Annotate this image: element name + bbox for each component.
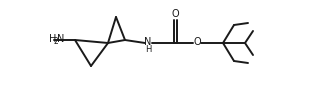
Text: N: N [144, 37, 152, 47]
Text: O: O [193, 37, 201, 47]
Text: H: H [145, 44, 151, 53]
Text: O: O [171, 9, 179, 19]
Text: H: H [49, 34, 56, 44]
Text: N: N [57, 34, 64, 44]
Text: 2: 2 [53, 37, 58, 46]
